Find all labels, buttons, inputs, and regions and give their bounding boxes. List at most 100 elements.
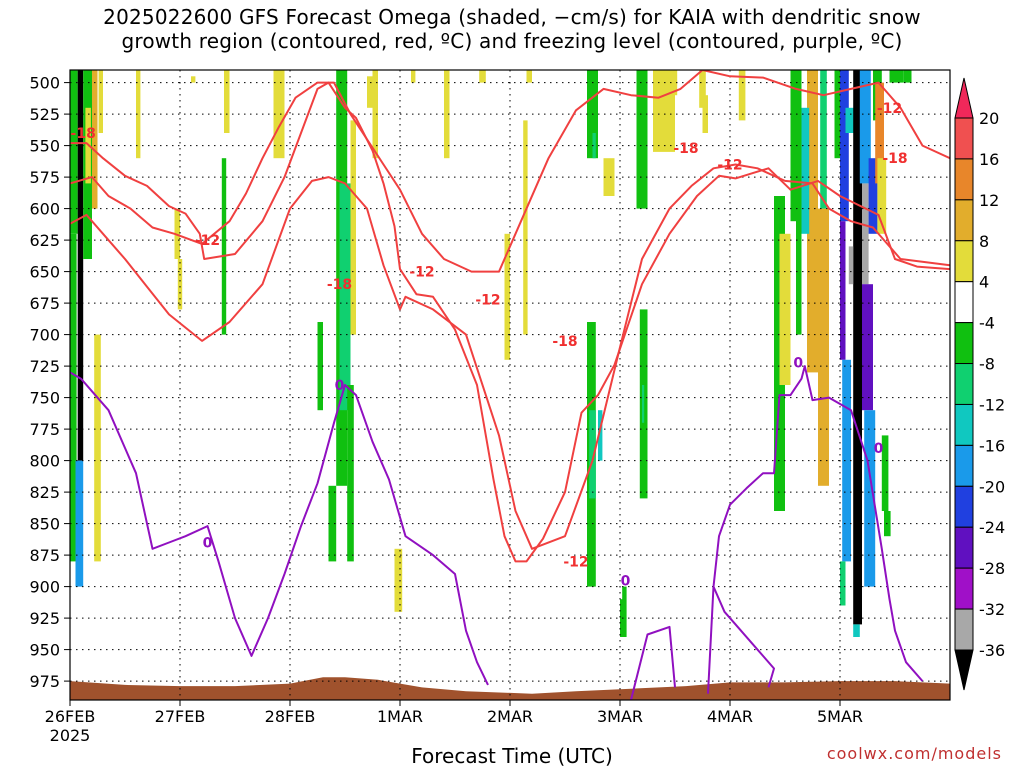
- omega-cell: [653, 70, 675, 152]
- y-tick-label: 800: [29, 452, 60, 471]
- contour-purple-zero-b: [630, 625, 676, 700]
- colorbar-swatch: [954, 158, 974, 201]
- omega-cell: [94, 334, 101, 562]
- omega-cell: [877, 158, 887, 234]
- omega-cell: [738, 70, 746, 121]
- x-tick-label: 2MAR: [487, 707, 533, 726]
- colorbar-label: -24: [979, 518, 1005, 537]
- y-tick-label: 675: [29, 294, 60, 313]
- omega-cell: [136, 70, 141, 159]
- colorbar-swatch: [954, 117, 974, 160]
- omega-cell: [526, 70, 532, 83]
- omega-cell: [504, 233, 510, 360]
- omega-cell: [177, 259, 183, 310]
- omega-cell: [347, 385, 354, 562]
- omega-cell: [636, 70, 648, 209]
- chart-title-line2: growth region (contoured, red, ºC) and f…: [121, 29, 903, 53]
- x-tick-label: 4MAR: [707, 707, 753, 726]
- colorbar-label: -36: [979, 641, 1005, 660]
- contour-label: -12: [195, 233, 220, 249]
- y-tick-label: 600: [29, 200, 60, 219]
- omega-cell: [70, 70, 78, 234]
- colorbar-swatch: [954, 363, 974, 405]
- contour-label: 0: [621, 573, 631, 589]
- omega-cell: [801, 107, 810, 234]
- y-tick-label: 900: [29, 578, 60, 597]
- omega-cell: [848, 246, 854, 285]
- omega-cell: [834, 70, 840, 159]
- contour-label: -12: [475, 292, 500, 308]
- omega-cell: [70, 233, 77, 562]
- colorbar-swatch: [954, 485, 974, 528]
- colorbar-swatch: [954, 444, 974, 487]
- x-tick-label: 5MAR: [817, 707, 863, 726]
- contour-red-minus12: [70, 81, 950, 563]
- omega-cell: [479, 70, 486, 83]
- y-tick-label: 625: [29, 231, 60, 250]
- colorbar-swatch: [954, 526, 974, 569]
- contour-label: -18: [71, 126, 96, 142]
- y-tick-label: 650: [29, 263, 60, 282]
- omega-cell: [622, 586, 627, 637]
- omega-cell: [317, 322, 323, 411]
- colorbar-label: -16: [979, 436, 1005, 455]
- omega-cell: [75, 460, 84, 587]
- y-tick-label: 575: [29, 168, 60, 187]
- contour-purple-zero: [70, 371, 489, 686]
- chart-title-line1: 2025022600 GFS Forecast Omega (shaded, −…: [103, 5, 921, 29]
- y-tick-label: 775: [29, 420, 60, 439]
- omega-cell: [903, 70, 912, 83]
- omega-cell: [603, 158, 615, 196]
- omega-cell: [523, 120, 528, 335]
- x-tick-label: 1MAR: [377, 707, 423, 726]
- omega-cell: [853, 624, 860, 637]
- omega-cell: [807, 70, 818, 373]
- colorbar-label: -20: [979, 477, 1005, 496]
- colorbar-label: -12: [979, 395, 1005, 414]
- omega-cell: [868, 158, 878, 234]
- y-tick-label: 500: [29, 74, 60, 93]
- omega-cell: [702, 95, 708, 133]
- omega-cell: [864, 410, 876, 587]
- omega-cell: [589, 7, 593, 57]
- contour-label: 0: [874, 441, 884, 457]
- omega-cell: [818, 208, 829, 486]
- omega-cell: [339, 183, 351, 411]
- omega-cell: [796, 208, 802, 335]
- colorbar-swatch: [954, 403, 974, 446]
- omega-cell: [859, 70, 871, 184]
- omega-cell: [394, 548, 403, 612]
- omega-cell: [642, 385, 645, 423]
- x-tick-label: 2025: [50, 726, 91, 745]
- omega-cell: [77, 70, 84, 461]
- contour-label: 0: [793, 355, 803, 371]
- y-tick-label: 725: [29, 357, 60, 376]
- colorbar-label: -8: [979, 355, 995, 374]
- y-tick-label: 950: [29, 641, 60, 660]
- y-tick-label: 975: [29, 672, 60, 691]
- omega-cell: [598, 410, 603, 461]
- colorbar-swatch: [954, 608, 974, 651]
- colorbar-label: 4: [979, 273, 989, 292]
- x-tick-label: 27FEB: [155, 707, 206, 726]
- omega-cell: [845, 107, 857, 133]
- y-axis-ticks: 500 525 550 575 600 625 650 675 700 725 750 775 800 8…: [29, 74, 70, 691]
- omega-cell: [820, 70, 827, 209]
- omega-cell: [840, 221, 846, 360]
- colorbar-top-arrow: [954, 77, 974, 119]
- x-tick-label: 3MAR: [597, 707, 643, 726]
- contour-label: 0: [335, 378, 345, 394]
- omega-cell: [273, 70, 285, 159]
- y-tick-label: 825: [29, 483, 60, 502]
- omega-cell: [699, 70, 706, 108]
- omega-cell: [889, 70, 904, 83]
- colorbar-bottom-arrow: [954, 649, 974, 691]
- contour-label: -12: [877, 101, 902, 117]
- x-tick-label: 26FEB: [45, 707, 96, 726]
- omega-cell: [367, 76, 373, 108]
- colorbar-label: 20: [979, 109, 999, 128]
- omega-cell: [191, 76, 196, 83]
- omega-shading: [70, 7, 912, 637]
